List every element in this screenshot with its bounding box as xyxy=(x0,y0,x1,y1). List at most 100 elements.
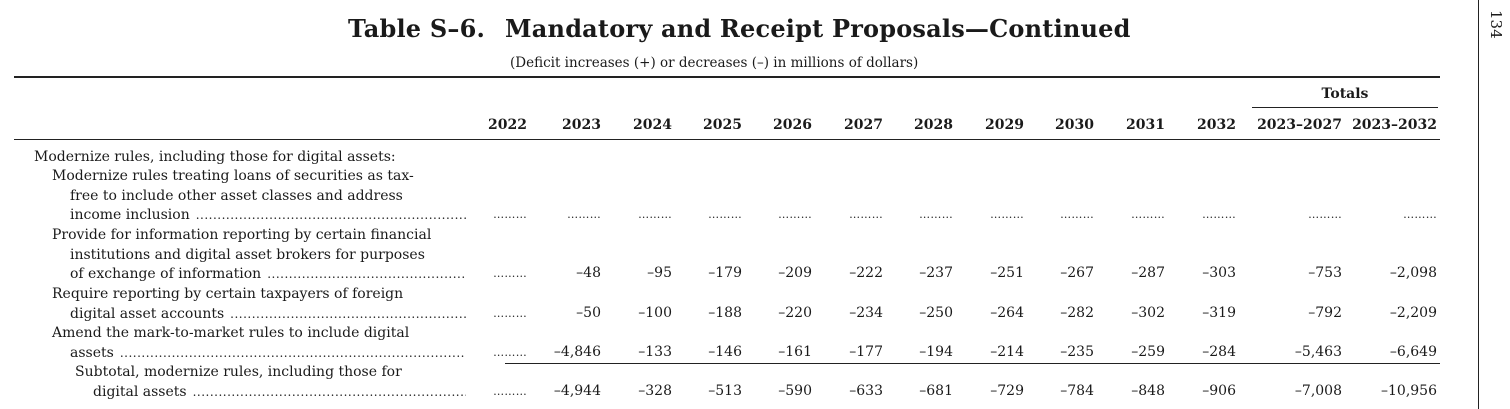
table-number: Table S–6. xyxy=(348,14,486,43)
row-label-line: Amend the mark-to-market rules to includ… xyxy=(52,325,410,341)
year-header-12: 2023–2032 xyxy=(1352,117,1437,133)
table-cell: –237 xyxy=(919,265,953,281)
table-cell: –146 xyxy=(708,343,742,360)
table-cell: ……… xyxy=(1060,208,1094,221)
table-cell: –848 xyxy=(1131,382,1165,399)
table-cell: –2,098 xyxy=(1389,265,1437,281)
table-cell: –10,956 xyxy=(1381,382,1437,399)
table-cell: –234 xyxy=(849,304,883,321)
table-title: Table S–6. Mandatory and Receipt Proposal… xyxy=(348,14,1131,43)
table-cell: –633 xyxy=(849,382,883,399)
table-cell: ……… xyxy=(493,208,527,221)
table-cell: –6,649 xyxy=(1389,343,1437,360)
row-label-line: digital assets xyxy=(93,383,187,400)
page-number: 134 xyxy=(1487,10,1505,39)
leader-dots: ........................................… xyxy=(230,306,466,321)
table-cell: ……… xyxy=(493,267,527,280)
table-cell: –681 xyxy=(919,382,953,399)
table-cell: –267 xyxy=(1060,265,1094,281)
table-cell: –161 xyxy=(778,343,812,360)
table-cell: –5,463 xyxy=(1294,343,1342,360)
section-heading: Modernize rules, including those for dig… xyxy=(34,149,396,165)
table-subtitle: (Deficit increases (+) or decreases (–) … xyxy=(510,55,919,71)
table-cell: ……… xyxy=(1403,208,1437,221)
top-rule xyxy=(14,76,1440,78)
table-cell: –319 xyxy=(1202,304,1236,321)
table-cell: ……… xyxy=(1131,208,1165,221)
table-cell: –194 xyxy=(919,343,953,360)
table-cell: –284 xyxy=(1202,343,1236,360)
table-cell: ……… xyxy=(493,306,527,320)
table-cell: –264 xyxy=(990,304,1024,321)
year-header-0: 2022 xyxy=(488,117,527,133)
year-header-5: 2027 xyxy=(844,117,883,133)
table-cell: –220 xyxy=(778,304,812,321)
row-label-line: of exchange of information xyxy=(70,266,262,282)
year-header-4: 2026 xyxy=(773,117,812,133)
table-cell: –95 xyxy=(647,265,672,281)
table-cell: –188 xyxy=(708,304,742,321)
table-cell: –792 xyxy=(1308,304,1342,321)
table-cell: –753 xyxy=(1308,265,1342,281)
row-label-line: Provide for information reporting by cer… xyxy=(52,227,432,243)
year-header-10: 2032 xyxy=(1197,117,1236,133)
table-cell: –259 xyxy=(1131,343,1165,360)
table-cell: –100 xyxy=(638,304,672,321)
year-header-3: 2025 xyxy=(703,117,742,133)
table-cell: –302 xyxy=(1131,304,1165,321)
year-header-7: 2029 xyxy=(985,117,1024,133)
year-header-8: 2030 xyxy=(1055,117,1094,133)
table-cell: –222 xyxy=(849,265,883,281)
table-cell: –179 xyxy=(708,265,742,281)
table-cell: ……… xyxy=(1308,208,1342,221)
table-cell: ……… xyxy=(493,384,527,398)
leader-dots: ........................................… xyxy=(192,384,466,399)
table-cell: –282 xyxy=(1060,304,1094,321)
year-header-1: 2023 xyxy=(562,117,601,133)
table-cell: ……… xyxy=(849,208,883,221)
table-cell: –133 xyxy=(638,343,672,360)
table-cell: ……… xyxy=(493,345,527,359)
leader-dots: ........................................… xyxy=(195,208,466,222)
row-label-line: assets xyxy=(70,344,114,361)
table-cell: –2,209 xyxy=(1389,304,1437,321)
table-cell: –590 xyxy=(778,382,812,399)
year-header-2: 2024 xyxy=(633,117,672,133)
row-label-line: Require reporting by certain taxpayers o… xyxy=(52,286,404,302)
table-title-text: Mandatory and Receipt Proposals—Continue… xyxy=(505,14,1131,43)
table-cell: –513 xyxy=(708,382,742,399)
table-cell: ……… xyxy=(638,208,672,221)
table-cell: –235 xyxy=(1060,343,1094,360)
table-cell: ……… xyxy=(567,208,601,221)
row-label-line: Subtotal, modernize rules, including tho… xyxy=(75,364,402,380)
table-cell: –250 xyxy=(919,304,953,321)
table-cell: –729 xyxy=(990,382,1024,399)
table-cell: –177 xyxy=(849,343,883,360)
table-cell: –48 xyxy=(576,265,601,281)
table-cell: –214 xyxy=(990,343,1024,360)
table-cell: ……… xyxy=(708,208,742,221)
table-cell: –50 xyxy=(576,304,601,321)
page-edge-rule xyxy=(1478,0,1479,409)
totals-label: Totals xyxy=(1321,86,1369,102)
row-label-line: institutions and digital asset brokers f… xyxy=(70,246,425,263)
year-header-9: 2031 xyxy=(1126,117,1165,133)
table-cell: –784 xyxy=(1060,382,1094,399)
table-cell: –906 xyxy=(1202,382,1236,399)
table-cell: –251 xyxy=(990,265,1024,281)
table-cell: –4,944 xyxy=(553,382,601,399)
row-label-line: income inclusion xyxy=(70,207,190,223)
table-cell: ……… xyxy=(990,208,1024,221)
table-cell: ……… xyxy=(1202,208,1236,221)
table-cell: –209 xyxy=(778,265,812,281)
row-label-line: free to include other asset classes and … xyxy=(70,187,403,204)
header-bottom-rule xyxy=(14,139,1440,140)
table-cell: ……… xyxy=(919,208,953,221)
totals-rule xyxy=(1252,107,1438,108)
table-cell: –7,008 xyxy=(1294,382,1342,399)
table-cell: –328 xyxy=(638,382,672,399)
table-cell: –287 xyxy=(1131,265,1165,281)
row-label-line: Modernize rules treating loans of securi… xyxy=(52,168,414,184)
table-cell: –4,846 xyxy=(553,343,601,360)
table-cell: ……… xyxy=(778,208,812,221)
